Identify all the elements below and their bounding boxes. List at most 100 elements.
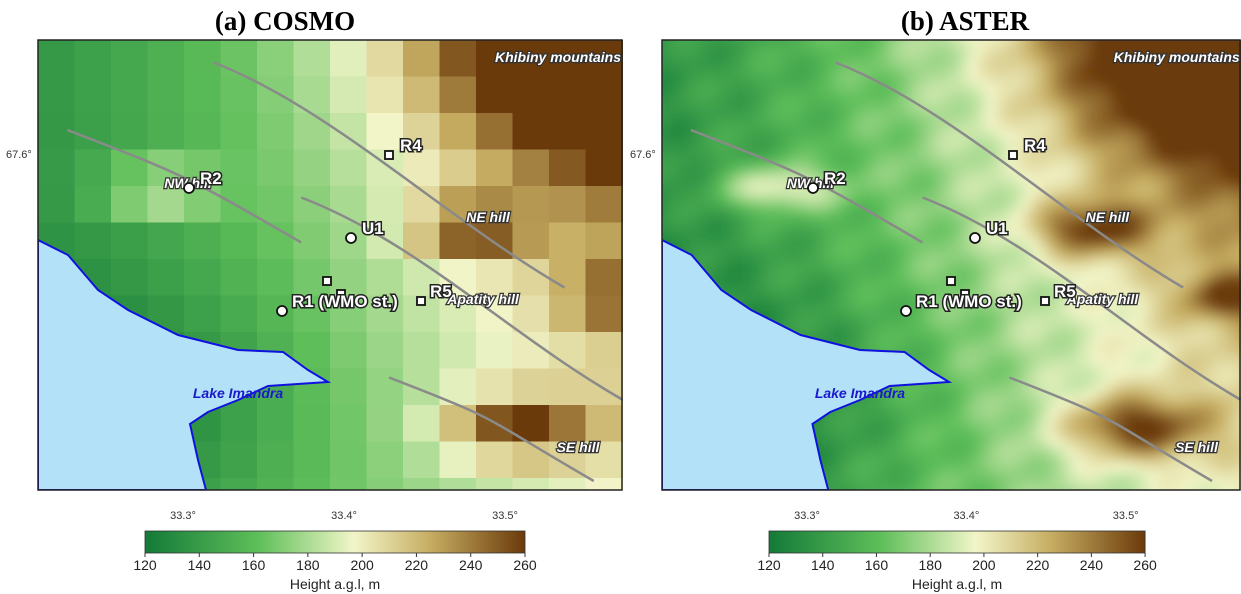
terrain-cell: [914, 40, 924, 50]
terrain-cell: [968, 103, 978, 113]
terrain-cell: [1049, 436, 1059, 446]
terrain-cell: [788, 292, 798, 302]
terrain-cell: [716, 175, 726, 185]
colorbar: [769, 531, 1145, 553]
terrain-cell: [1040, 94, 1050, 104]
terrain-cell: [860, 85, 870, 95]
terrain-cell: [1157, 112, 1167, 122]
terrain-cell: [1175, 139, 1185, 149]
terrain-cell: [869, 310, 879, 320]
terrain-cell: [476, 77, 513, 114]
terrain-cell: [1148, 175, 1158, 185]
terrain-cell: [1103, 436, 1113, 446]
terrain-cell: [905, 49, 915, 59]
terrain-cell: [905, 184, 915, 194]
terrain-cell: [680, 148, 690, 158]
terrain-cell: [734, 40, 744, 50]
terrain-cell: [1175, 310, 1185, 320]
terrain-cell: [1220, 67, 1230, 77]
terrain-cell: [995, 373, 1005, 383]
terrain-cell: [1148, 220, 1158, 230]
terrain-cell: [887, 40, 897, 50]
terrain-cell: [743, 283, 753, 293]
terrain-cell: [1049, 238, 1059, 248]
terrain-cell: [977, 265, 987, 275]
terrain-cell: [968, 481, 978, 491]
terrain-cell: [734, 265, 744, 275]
terrain-cell: [833, 454, 843, 464]
terrain-cell: [932, 238, 942, 248]
terrain-cell: [887, 481, 897, 491]
terrain-cell: [851, 148, 861, 158]
terrain-cell: [986, 247, 996, 257]
terrain-cell: [950, 148, 960, 158]
terrain-cell: [1166, 481, 1176, 491]
terrain-cell: [923, 130, 933, 140]
terrain-cell: [1220, 211, 1230, 221]
terrain-cell: [330, 259, 367, 296]
terrain-cell: [905, 490, 915, 500]
terrain-cell: [833, 49, 843, 59]
terrain-cell: [1067, 337, 1077, 347]
station-marker: [346, 233, 356, 243]
terrain-cell: [752, 274, 762, 284]
terrain-cell: [1076, 418, 1086, 428]
terrain-cell: [549, 4, 586, 41]
terrain-cell: [1040, 427, 1050, 437]
terrain-cell: [1058, 220, 1068, 230]
terrain-cell: [148, 259, 185, 296]
terrain-cell: [887, 418, 897, 428]
terrain-cell: [761, 301, 771, 311]
terrain-cell: [914, 436, 924, 446]
terrain-cell: [986, 67, 996, 77]
terrain-cell: [824, 121, 834, 131]
place-label: NE hill: [1086, 209, 1131, 225]
terrain-cell: [725, 229, 735, 239]
station-label: R2: [200, 169, 222, 188]
terrain-cell: [842, 31, 852, 41]
terrain-cell: [1076, 130, 1086, 140]
terrain-cell: [932, 328, 942, 338]
terrain-cell: [1220, 490, 1230, 500]
terrain-cell: [1139, 229, 1149, 239]
terrain-cell: [1103, 427, 1113, 437]
terrain-cell: [887, 292, 897, 302]
terrain-cell: [1211, 463, 1221, 473]
terrain-cell: [923, 229, 933, 239]
station-marker: [323, 277, 331, 285]
terrain-cell: [986, 130, 996, 140]
terrain-cell: [1193, 355, 1203, 365]
terrain-cell: [1085, 256, 1095, 266]
terrain-cell: [914, 76, 924, 86]
terrain-cell: [698, 49, 708, 59]
terrain-cell: [734, 67, 744, 77]
terrain-cell: [1121, 463, 1131, 473]
terrain-cell: [842, 472, 852, 482]
terrain-cell: [1094, 31, 1104, 41]
terrain-cell: [1130, 94, 1140, 104]
terrain-cell: [1121, 472, 1131, 482]
terrain-cell: [941, 94, 951, 104]
terrain-cell: [698, 103, 708, 113]
terrain-cell: [294, 40, 331, 77]
terrain-cell: [977, 49, 987, 59]
terrain-cell: [1067, 58, 1077, 68]
terrain-cell: [986, 319, 996, 329]
terrain-cell: [1202, 256, 1212, 266]
terrain-cell: [653, 427, 663, 437]
terrain-cell: [959, 328, 969, 338]
terrain-cell: [1139, 220, 1149, 230]
terrain-cell: [680, 220, 690, 230]
terrain-cell: [513, 113, 550, 150]
terrain-cell: [968, 148, 978, 158]
terrain-cell: [914, 490, 924, 500]
terrain-cell: [941, 319, 951, 329]
terrain-cell: [932, 166, 942, 176]
terrain-cell: [1013, 67, 1023, 77]
terrain-cell: [1058, 67, 1068, 77]
terrain-cell: [689, 238, 699, 248]
terrain-cell: [1031, 112, 1041, 122]
terrain-cell: [815, 301, 825, 311]
terrain-cell: [1148, 238, 1158, 248]
terrain-cell: [1040, 319, 1050, 329]
